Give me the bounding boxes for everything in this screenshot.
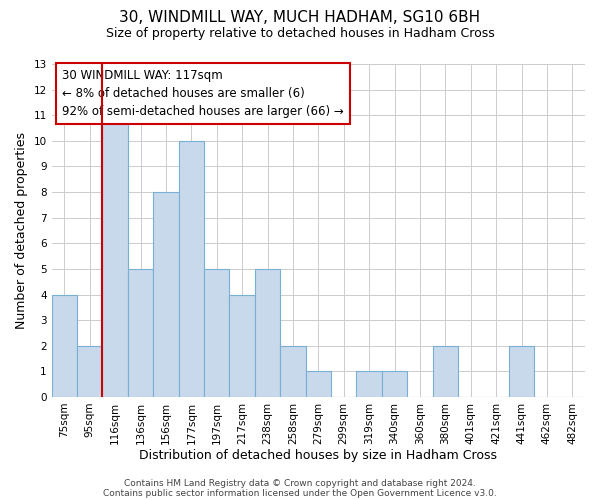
Bar — [305, 372, 331, 397]
Text: Contains HM Land Registry data © Crown copyright and database right 2024.: Contains HM Land Registry data © Crown c… — [124, 478, 476, 488]
Bar — [52, 294, 77, 397]
Y-axis label: Number of detached properties: Number of detached properties — [15, 132, 28, 329]
Bar — [153, 192, 179, 397]
Bar — [128, 269, 153, 397]
Bar — [433, 346, 458, 397]
Bar — [382, 372, 407, 397]
Bar — [77, 346, 103, 397]
Bar — [356, 372, 382, 397]
Text: Size of property relative to detached houses in Hadham Cross: Size of property relative to detached ho… — [106, 28, 494, 40]
Text: 30, WINDMILL WAY, MUCH HADHAM, SG10 6BH: 30, WINDMILL WAY, MUCH HADHAM, SG10 6BH — [119, 10, 481, 25]
Bar — [103, 115, 128, 397]
X-axis label: Distribution of detached houses by size in Hadham Cross: Distribution of detached houses by size … — [139, 450, 497, 462]
Text: 30 WINDMILL WAY: 117sqm
← 8% of detached houses are smaller (6)
92% of semi-deta: 30 WINDMILL WAY: 117sqm ← 8% of detached… — [62, 69, 344, 118]
Bar — [280, 346, 305, 397]
Text: Contains public sector information licensed under the Open Government Licence v3: Contains public sector information licen… — [103, 488, 497, 498]
Bar — [229, 294, 255, 397]
Bar — [509, 346, 534, 397]
Bar — [204, 269, 229, 397]
Bar — [255, 269, 280, 397]
Bar — [179, 141, 204, 397]
